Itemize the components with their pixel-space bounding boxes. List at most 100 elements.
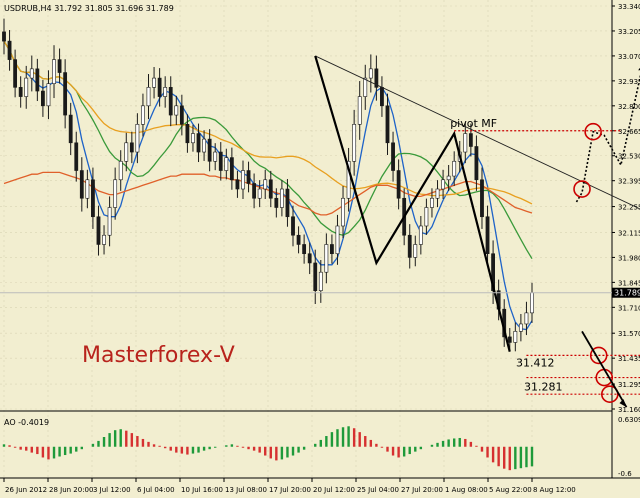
- ao-tick-top: 0.6309: [618, 416, 640, 424]
- watermark: Masterforex-V: [82, 343, 235, 368]
- y-tick-label: 32.530: [618, 153, 640, 161]
- projection-path: [575, 74, 640, 203]
- candle-bear: [407, 234, 412, 258]
- candle-bull: [135, 124, 140, 153]
- projection-circle: [573, 180, 591, 198]
- candle-bull: [341, 197, 345, 227]
- candle-bear: [296, 234, 301, 245]
- ma-line-ma_fast: [3, 40, 533, 331]
- candle-bull: [29, 68, 34, 79]
- candle-bull: [241, 170, 245, 190]
- y-tick-label: 32.115: [618, 229, 640, 237]
- target-arrowhead: [619, 399, 627, 408]
- candle-bull: [357, 96, 362, 125]
- y-tick-label: 31.980: [618, 254, 640, 262]
- target-arrow: [581, 330, 628, 408]
- y-tick-label: 33.205: [618, 28, 640, 36]
- candle-bear: [57, 59, 62, 73]
- ao-tick-bottom: -0.6: [618, 470, 632, 478]
- candle-bear: [391, 142, 395, 171]
- candle-bear: [268, 179, 273, 199]
- candle-bear: [396, 170, 401, 199]
- candle-bear: [218, 151, 223, 171]
- x-tick-label: 5 Aug 22:00: [489, 486, 532, 494]
- x-tick-label: 8 Aug 12:00: [533, 486, 576, 494]
- candle-bear: [330, 244, 334, 255]
- candle-bear: [274, 197, 279, 208]
- candle-bear: [96, 216, 101, 245]
- target-circle: [589, 346, 608, 365]
- candlesticks: [2, 18, 534, 352]
- candle-bear: [385, 105, 390, 144]
- trendline: [315, 55, 640, 210]
- wave-line: [314, 55, 511, 352]
- candle-bull: [52, 59, 56, 84]
- candle-bull: [363, 77, 368, 97]
- y-tick-label: 33.070: [618, 53, 640, 61]
- candle-bull: [202, 138, 206, 153]
- level-label-1: 31.412: [516, 356, 555, 369]
- candle-bear: [474, 146, 479, 181]
- y-tick-label: 32.935: [618, 78, 640, 86]
- candle-bear: [63, 72, 68, 116]
- y-tick-label: 31.295: [618, 381, 640, 389]
- candle-bull: [191, 133, 195, 144]
- candle-bear: [229, 157, 234, 181]
- candle-bull: [463, 133, 468, 153]
- y-tick-label: 31.570: [618, 330, 640, 338]
- candle-bear: [2, 31, 6, 42]
- x-tick-label: 10 Jul 16:00: [181, 486, 223, 494]
- candle-bull: [452, 160, 457, 177]
- candle-bear: [252, 183, 257, 199]
- y-tick-label: 31.435: [618, 355, 640, 363]
- candle-bull: [424, 207, 429, 227]
- candle-bear: [79, 170, 84, 199]
- y-tick-label: 32.395: [618, 178, 640, 186]
- candle-bull: [441, 179, 445, 190]
- candle-bear: [313, 262, 318, 291]
- x-tick-label: 13 Jul 08:00: [225, 486, 267, 494]
- candle-bull: [263, 179, 268, 190]
- candle-bear: [207, 138, 212, 162]
- candle-bear: [41, 90, 45, 107]
- candle-bear: [13, 59, 18, 88]
- candle-bear: [168, 87, 173, 116]
- level-label-2: 31.281: [524, 381, 563, 394]
- current-price-tag: [612, 287, 640, 298]
- candle-bear: [285, 188, 290, 218]
- candle-bear: [91, 179, 95, 218]
- candle-bull: [163, 87, 168, 97]
- candle-bull: [113, 179, 118, 208]
- candle-bear: [179, 105, 184, 125]
- candle-bull: [318, 271, 323, 291]
- candle-bull: [85, 179, 90, 199]
- candle-bear: [480, 179, 484, 218]
- y-tick-label: 31.845: [618, 279, 640, 287]
- candle-bull: [213, 151, 218, 162]
- candle-bull: [146, 87, 151, 107]
- candle-bear: [68, 114, 73, 144]
- time-axis: 26 Jun 2012 28 Jun 20:00 3 Jul 12:00 6 Jul …: [0, 477, 640, 494]
- candle-bear: [291, 216, 295, 236]
- candle-bear: [129, 142, 134, 153]
- y-tick-label: 31.160: [618, 406, 640, 414]
- awesome-oscillator: 0.6309 -0.6: [0, 410, 640, 478]
- candle-bull: [118, 160, 123, 181]
- y-tick-label: 33.340: [618, 3, 640, 11]
- y-tick-label: 32.255: [618, 204, 640, 212]
- y-tick-label: 32.800: [618, 103, 640, 111]
- ao-label: AO -0.4019: [4, 418, 49, 427]
- candle-bear: [235, 179, 240, 190]
- candle-bear: [507, 336, 512, 343]
- candle-bear: [157, 77, 162, 97]
- candle-bull: [446, 175, 451, 181]
- candle-bear: [35, 68, 40, 92]
- candle-bull: [102, 234, 106, 245]
- candle-bull: [413, 244, 418, 258]
- axis-panel: [612, 0, 640, 498]
- candle-bear: [307, 253, 312, 264]
- candle-bear: [185, 124, 190, 144]
- wave-annotations: pivot MF 31.412 31.281: [314, 55, 640, 408]
- candle-bull: [324, 244, 329, 273]
